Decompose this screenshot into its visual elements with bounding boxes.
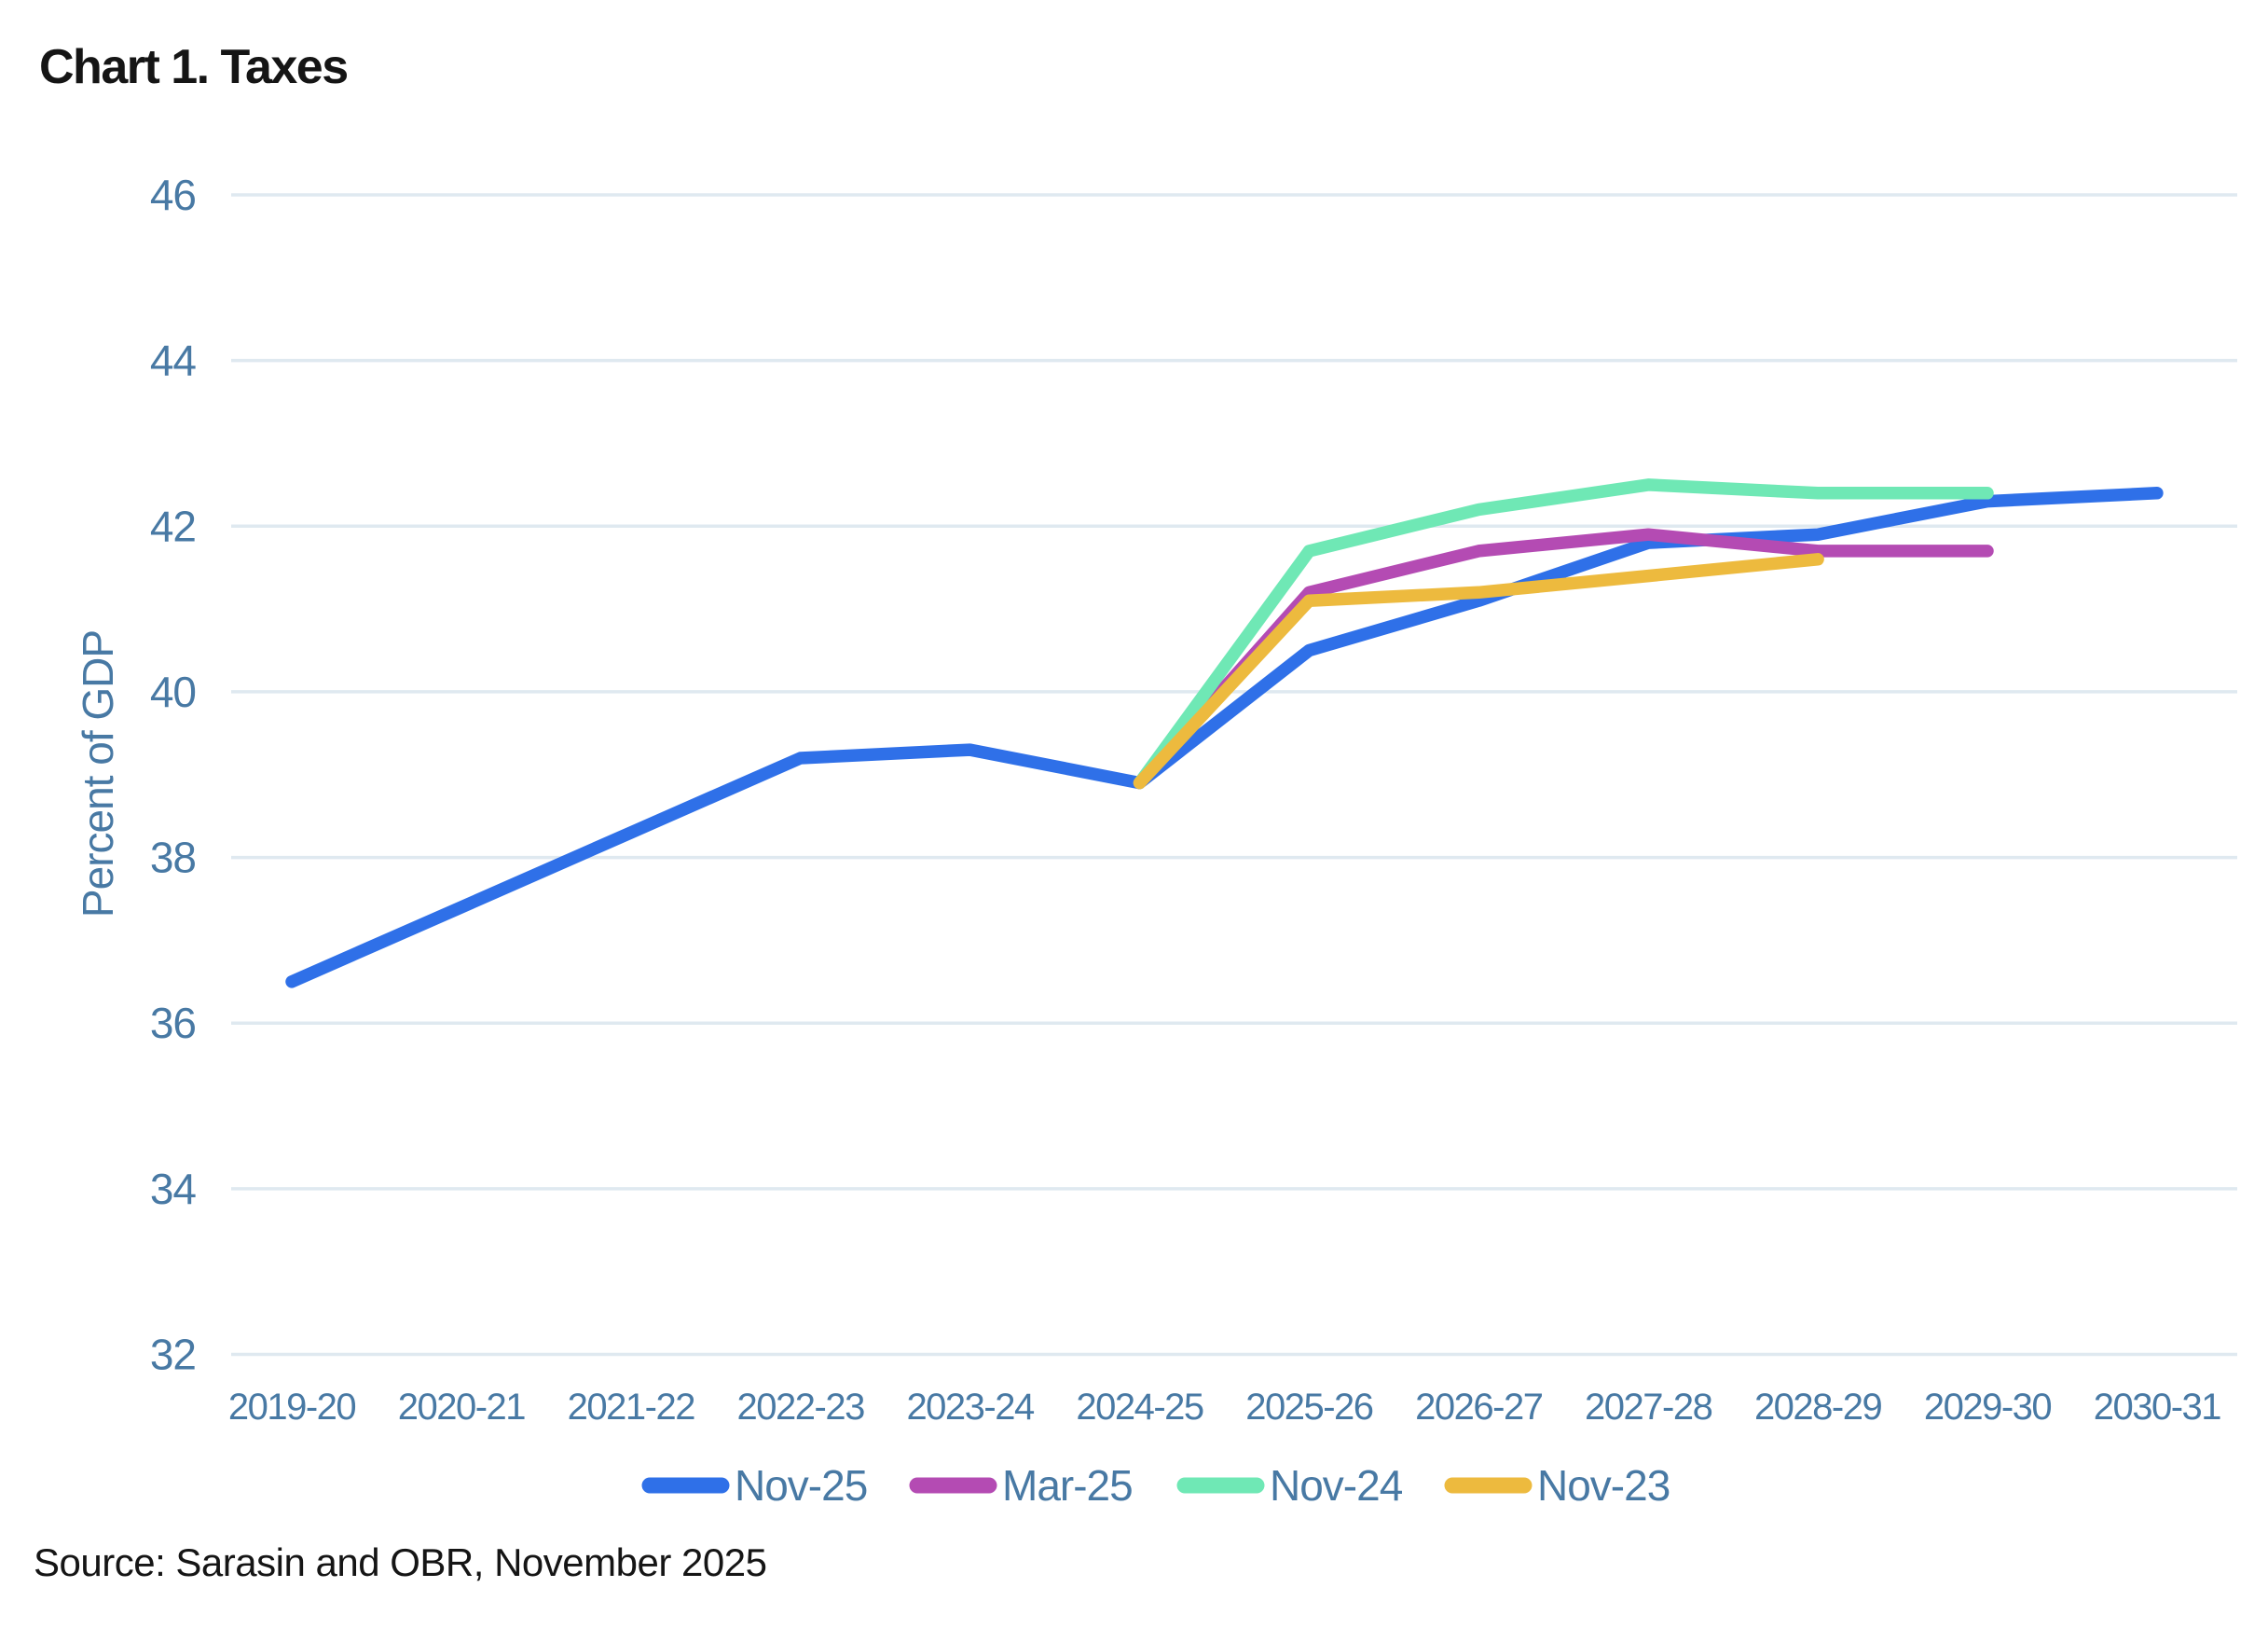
- x-tick-label: 2030-31: [2094, 1387, 2221, 1428]
- legend-label-nov-25: Nov-25: [735, 1461, 867, 1510]
- x-tick-label: 2021-22: [568, 1387, 695, 1428]
- x-tick-label: 2024-25: [1076, 1387, 1203, 1428]
- legend-label-nov-23: Nov-23: [1537, 1461, 1670, 1510]
- series-line-nov-24: [1133, 478, 1994, 790]
- series-line-nov-25: [285, 487, 2164, 988]
- y-tick-label: 40: [150, 668, 196, 716]
- x-tick-label: 2029-30: [1924, 1387, 2052, 1428]
- legend-label-mar-25: Mar-25: [1002, 1461, 1133, 1510]
- x-tick-label: 2022-23: [737, 1387, 865, 1428]
- y-axis-title: Percent of GDP: [74, 630, 122, 918]
- x-tick-label: 2027-28: [1585, 1387, 1712, 1428]
- x-tick-label: 2025-26: [1245, 1387, 1373, 1428]
- series-line-nov-23: [1133, 553, 1824, 790]
- legend-label-nov-24: Nov-24: [1270, 1461, 1403, 1510]
- y-tick-label: 32: [150, 1331, 196, 1379]
- source-note: Source: Sarasin and OBR, November 2025: [34, 1540, 767, 1584]
- x-tick-label: 2023-24: [906, 1387, 1035, 1428]
- x-tick-label: 2028-29: [1754, 1387, 1882, 1428]
- x-tick-label: 2020-21: [398, 1387, 526, 1428]
- y-tick-label: 38: [150, 834, 196, 882]
- y-tick-label: 46: [150, 171, 196, 219]
- y-tick-label: 44: [150, 337, 197, 385]
- y-tick-label: 36: [150, 999, 196, 1047]
- chart-title: Chart 1. Taxes: [39, 40, 349, 94]
- y-tick-label: 42: [150, 502, 196, 550]
- x-tick-label: 2019-20: [228, 1387, 356, 1428]
- y-tick-label: 34: [150, 1165, 197, 1213]
- x-tick-label: 2026-27: [1415, 1387, 1543, 1428]
